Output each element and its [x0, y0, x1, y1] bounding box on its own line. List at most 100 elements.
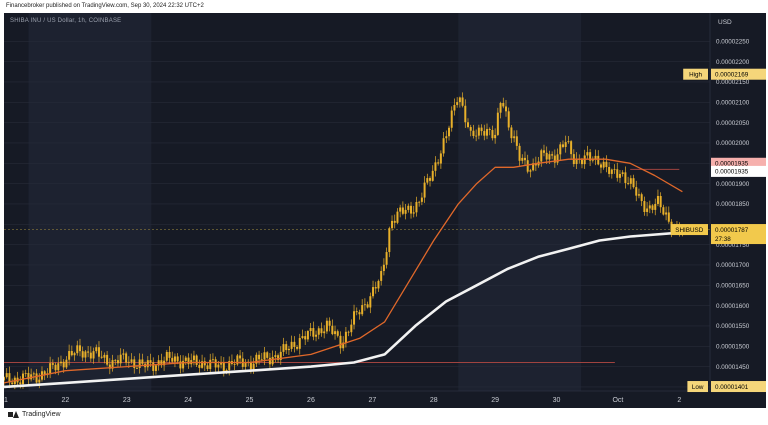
x-tick-label: 22 [61, 397, 69, 404]
candle-body [654, 203, 657, 210]
candle-body [575, 158, 578, 165]
candle-body [580, 159, 583, 165]
candle-body [81, 351, 84, 358]
candle-body [73, 353, 76, 356]
candle-body [249, 361, 252, 370]
candle-body [561, 144, 564, 147]
candle-body [285, 344, 288, 351]
candle-body [133, 359, 136, 368]
candle-body [472, 130, 475, 136]
candle-body [260, 359, 263, 361]
candle-body [287, 348, 290, 351]
candle-body [372, 287, 375, 297]
price-label-tag [687, 381, 708, 393]
candle-body [114, 360, 117, 361]
candle-body [648, 205, 651, 209]
candle-body [637, 194, 640, 196]
candle-body [477, 127, 480, 136]
candle-body [68, 351, 71, 360]
candle-body [62, 361, 65, 368]
candle-body [529, 170, 532, 172]
candle-body [252, 363, 255, 370]
candle-body [184, 357, 187, 361]
chart-panel[interactable]: SHIBA INU / US Dollar, 1h, COINBASE USD 0… [4, 13, 766, 408]
x-tick-label: 23 [123, 397, 131, 404]
candle-body [87, 351, 90, 353]
candle-body [605, 161, 608, 168]
candle-body [510, 127, 513, 139]
candle-body [336, 331, 339, 336]
y-tick-label: 0.00001450 [716, 364, 750, 371]
candle-body [464, 105, 467, 123]
price-label-name: Low [692, 384, 704, 391]
candle-body [317, 328, 320, 335]
candle-body [545, 152, 548, 160]
x-tick-label: 24 [184, 397, 192, 404]
candle-body [434, 162, 437, 171]
candle-body [282, 344, 285, 352]
candle-body [589, 152, 592, 161]
candle-body [437, 162, 440, 164]
price-chart[interactable]: USD 0.00001450 0.00001500 0.00001550 0.00001… [4, 13, 766, 408]
candle-body [95, 347, 98, 352]
price-label-box [711, 68, 766, 80]
candle-body [659, 195, 662, 208]
candle-body [597, 155, 600, 165]
candle-body [496, 112, 499, 135]
candle-body [507, 111, 510, 128]
axis-currency-label: USD [718, 19, 732, 26]
candle-body [656, 195, 659, 204]
candle-body [334, 331, 337, 335]
candle-body [504, 106, 507, 112]
candle-body [456, 102, 459, 105]
candle-body [627, 182, 630, 184]
candle-body [542, 150, 545, 153]
candle-body [89, 352, 92, 359]
candle-body [640, 194, 643, 202]
candle-body [195, 355, 198, 365]
candle-body [35, 373, 38, 383]
candle-body [461, 97, 464, 106]
candle-body [374, 287, 377, 289]
candle-body [154, 365, 157, 371]
candle-body [157, 360, 160, 366]
candle-body [277, 355, 280, 360]
x-tick-label: 29 [491, 397, 499, 404]
candle-body [618, 173, 621, 178]
candle-body [401, 207, 404, 214]
candle-body [385, 252, 388, 265]
candle-body [608, 167, 611, 174]
candle-body [445, 136, 448, 139]
candle-body [396, 211, 399, 223]
candle-body [106, 354, 109, 365]
candle-body [518, 145, 521, 161]
candle-body [347, 331, 350, 333]
candle-body [11, 382, 14, 385]
candle-body [103, 354, 106, 358]
candle-body [149, 360, 152, 363]
candle-body [179, 361, 182, 369]
price-label-box [711, 165, 766, 177]
y-tick-label: 0.00002050 [716, 120, 750, 127]
y-tick-label: 0.00002000 [716, 140, 750, 147]
y-tick-label: 0.00001900 [716, 181, 750, 188]
candle-body [458, 97, 461, 103]
candle-body [173, 356, 176, 362]
candle-body [502, 103, 505, 107]
x-tick-label: Oct [612, 397, 623, 404]
candle-body [344, 331, 347, 343]
candle-body [4, 377, 5, 381]
candle-body [315, 334, 318, 337]
candle-body [391, 220, 394, 229]
candle-body [293, 341, 296, 347]
candle-body [233, 364, 236, 365]
candle-body [448, 127, 451, 137]
tradingview-footer: TradingView [8, 411, 61, 418]
candle-body [263, 352, 266, 360]
candle-body [268, 357, 271, 365]
candle-body [551, 154, 554, 156]
candle-body [643, 201, 646, 212]
session-band [458, 13, 582, 391]
candle-body [353, 311, 356, 325]
candle-body [217, 364, 220, 368]
